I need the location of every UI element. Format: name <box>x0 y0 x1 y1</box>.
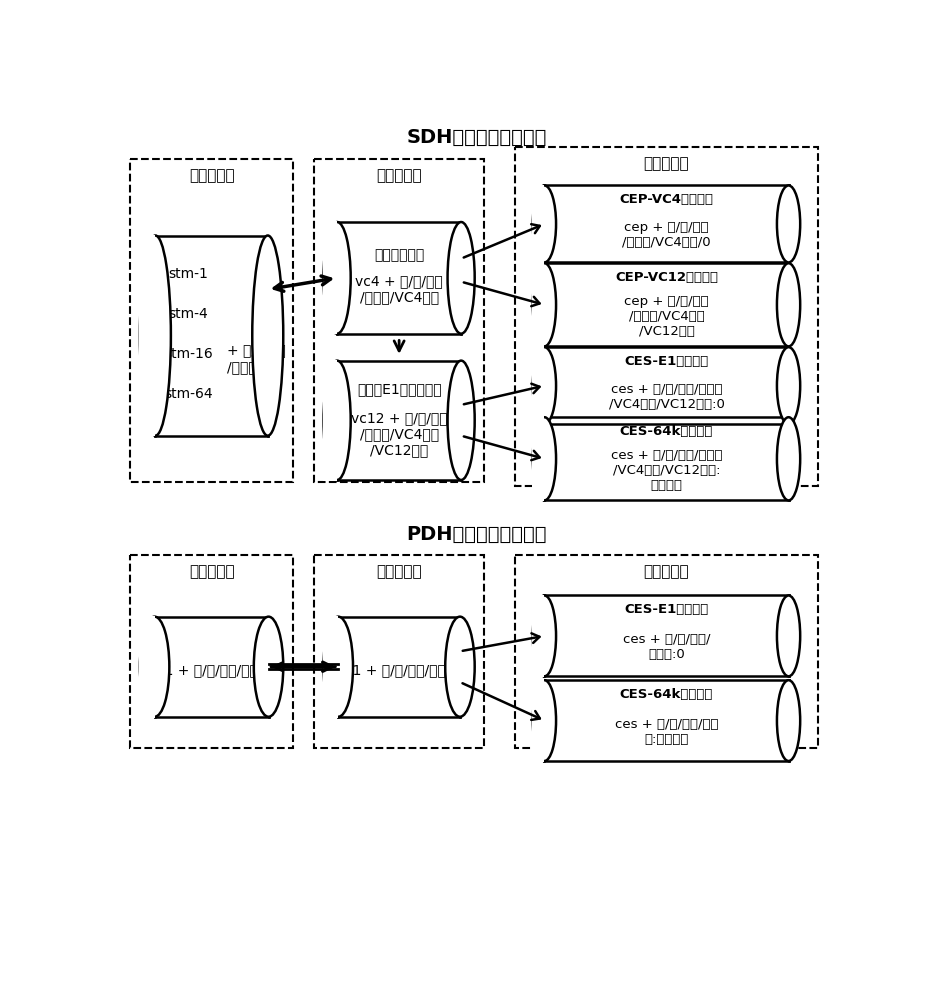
Ellipse shape <box>324 361 351 480</box>
Text: + 框/槽/子卡
/端口号: + 框/槽/子卡 /端口号 <box>227 344 286 374</box>
Text: ces + 框/槽/子卡/端口
号:时隙组号: ces + 框/槽/子卡/端口 号:时隙组号 <box>615 718 718 746</box>
Text: CES-E1业务口：: CES-E1业务口： <box>624 355 709 368</box>
Ellipse shape <box>324 222 351 334</box>
Ellipse shape <box>533 185 556 262</box>
Text: CES-64k业务口：: CES-64k业务口： <box>619 425 713 438</box>
Text: vc4 + 框/槽/子卡
/端口号/VC4编号: vc4 + 框/槽/子卡 /端口号/VC4编号 <box>355 274 443 304</box>
Bar <box>544 680 789 761</box>
Text: 物理层接口: 物理层接口 <box>189 168 234 183</box>
Ellipse shape <box>777 347 800 424</box>
Ellipse shape <box>533 417 556 500</box>
Bar <box>323 360 337 481</box>
Text: 控制层接口: 控制层接口 <box>377 168 422 183</box>
Bar <box>532 679 544 762</box>
Text: CEP-VC4业务口：: CEP-VC4业务口： <box>619 193 713 206</box>
Bar <box>339 617 460 717</box>
Ellipse shape <box>777 263 800 346</box>
Text: CES-64k业务口：: CES-64k业务口： <box>619 688 713 701</box>
Bar <box>155 235 268 436</box>
Bar <box>323 221 337 334</box>
Bar <box>130 158 293 482</box>
Text: vc12 + 框/槽/子卡
/端口号/VC4编号
/VC12编号: vc12 + 框/槽/子卡 /端口号/VC4编号 /VC12编号 <box>351 411 447 457</box>
Text: e1 + 框/槽/子卡/端口号: e1 + 框/槽/子卡/端口号 <box>156 664 267 678</box>
Bar <box>130 555 293 748</box>
Bar <box>140 616 154 718</box>
Text: 控制层接口: 控制层接口 <box>377 564 422 579</box>
Text: cep + 框/槽/子卡
/端口号/VC4编号/0: cep + 框/槽/子卡 /端口号/VC4编号/0 <box>622 222 711 249</box>
Ellipse shape <box>445 617 474 717</box>
Text: e1 + 框/槽/子卡/端口号: e1 + 框/槽/子卡/端口号 <box>344 664 454 678</box>
Text: CEP-VC12业务口：: CEP-VC12业务口： <box>615 271 718 284</box>
Ellipse shape <box>324 617 353 717</box>
Ellipse shape <box>533 680 556 761</box>
Bar <box>515 555 817 748</box>
Bar <box>544 185 789 262</box>
Text: 低阶（E1）控制口：: 低阶（E1）控制口： <box>357 382 442 396</box>
Bar <box>544 595 789 676</box>
Bar <box>532 346 544 425</box>
Ellipse shape <box>777 680 800 761</box>
Bar <box>140 235 155 436</box>
Bar <box>515 147 817 486</box>
Bar <box>337 361 461 480</box>
Ellipse shape <box>252 235 284 436</box>
Bar <box>323 616 339 718</box>
Bar <box>313 158 485 482</box>
Bar <box>313 555 485 748</box>
Ellipse shape <box>777 185 800 262</box>
Text: ces + 框/槽/子卡/
端口号:0: ces + 框/槽/子卡/ 端口号:0 <box>623 633 711 661</box>
Text: 业务层接口: 业务层接口 <box>644 564 689 579</box>
Bar <box>532 595 544 677</box>
Text: 物理层接口: 物理层接口 <box>189 564 234 579</box>
Bar <box>532 262 544 347</box>
Text: PDH仿真单板接口模型: PDH仿真单板接口模型 <box>406 525 547 544</box>
Text: CES-E1业务口：: CES-E1业务口： <box>624 603 709 616</box>
Ellipse shape <box>447 222 474 334</box>
Ellipse shape <box>140 617 169 717</box>
Text: SDH仿真单板接口模型: SDH仿真单板接口模型 <box>406 127 547 146</box>
Text: cep + 框/槽/子卡
/端口号/VC4编号
/VC12编号: cep + 框/槽/子卡 /端口号/VC4编号 /VC12编号 <box>624 295 709 338</box>
Bar <box>544 347 789 424</box>
Text: 高阶控制口：: 高阶控制口： <box>374 248 424 262</box>
Text: stm-16: stm-16 <box>164 347 213 361</box>
Bar <box>337 222 461 334</box>
Text: ces + 框/槽/子卡/端口号
/VC4编号/VC12编号:
时隙组号: ces + 框/槽/子卡/端口号 /VC4编号/VC12编号: 时隙组号 <box>611 449 723 492</box>
Bar <box>532 185 544 263</box>
Ellipse shape <box>254 617 284 717</box>
Text: ces + 框/槽/子卡/端口号
/VC4编号/VC12编号:0: ces + 框/槽/子卡/端口号 /VC4编号/VC12编号:0 <box>608 383 724 411</box>
Ellipse shape <box>447 361 474 480</box>
Bar <box>544 417 789 500</box>
Ellipse shape <box>140 235 171 436</box>
Text: stm-64: stm-64 <box>164 387 213 401</box>
Ellipse shape <box>533 347 556 424</box>
Text: stm-4: stm-4 <box>168 307 208 321</box>
Bar <box>154 617 269 717</box>
Text: stm-1: stm-1 <box>168 267 208 281</box>
Ellipse shape <box>533 263 556 346</box>
Bar <box>532 416 544 501</box>
Ellipse shape <box>533 595 556 676</box>
Ellipse shape <box>777 417 800 500</box>
Ellipse shape <box>777 595 800 676</box>
Text: 业务层接口: 业务层接口 <box>644 156 689 171</box>
Bar <box>544 263 789 346</box>
